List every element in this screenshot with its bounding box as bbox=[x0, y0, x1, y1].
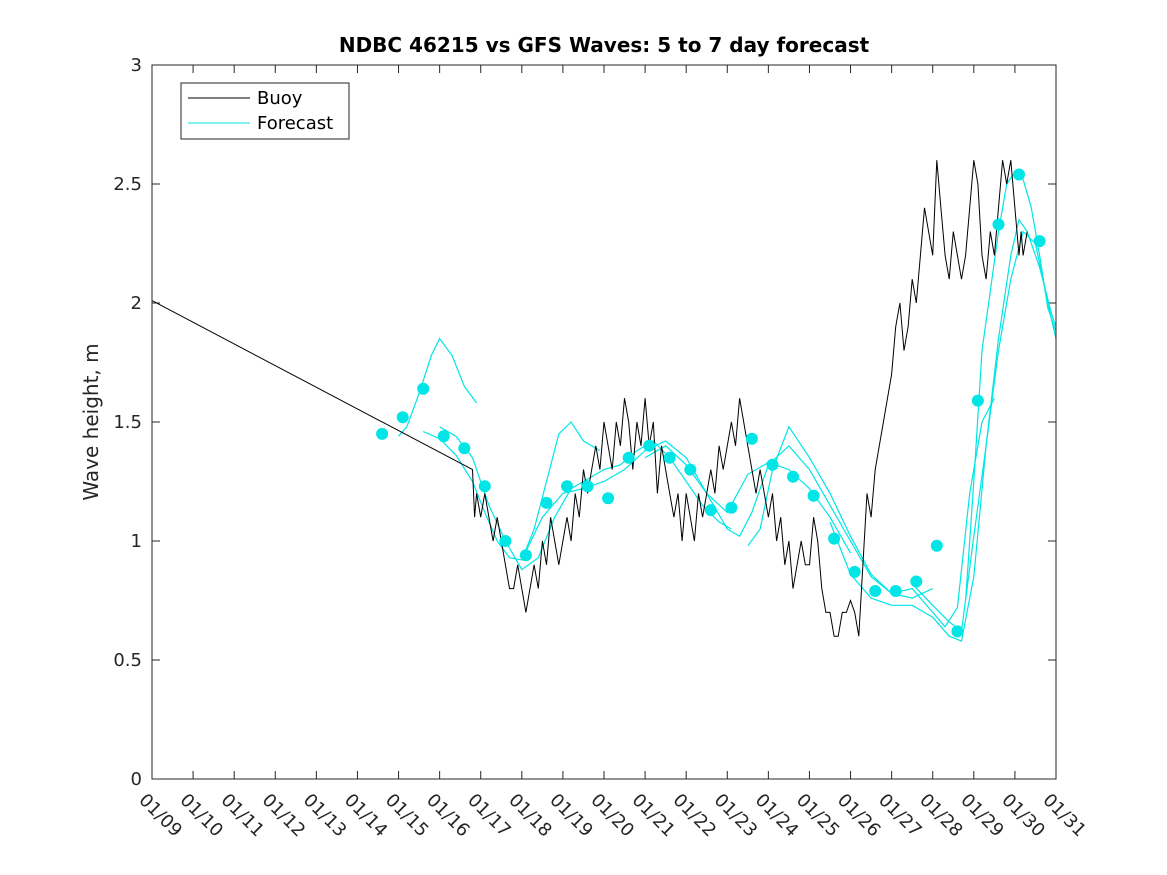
forecast-point bbox=[561, 480, 573, 493]
y-tick-label: 2.5 bbox=[113, 174, 142, 195]
chart-title: NDBC 46215 vs GFS Waves: 5 to 7 day fore… bbox=[339, 33, 870, 57]
forecast-line bbox=[965, 171, 1057, 601]
y-tick-label: 1.5 bbox=[113, 412, 142, 433]
forecast-point bbox=[704, 504, 717, 517]
forecast-line bbox=[644, 444, 933, 599]
y-tick-label: 0 bbox=[131, 769, 142, 790]
y-tick-label: 1 bbox=[131, 531, 142, 552]
forecast-line bbox=[439, 426, 732, 571]
forecast-point bbox=[766, 458, 779, 471]
forecast-point bbox=[1033, 235, 1046, 248]
forecast-point bbox=[540, 496, 553, 509]
legend-label-buoy: Buoy bbox=[257, 88, 303, 109]
forecast-point bbox=[828, 532, 841, 545]
forecast-point bbox=[458, 442, 471, 455]
forecast-point bbox=[725, 501, 738, 514]
forecast-point bbox=[684, 463, 697, 476]
forecast-point bbox=[848, 565, 861, 578]
forecast-point bbox=[376, 427, 389, 440]
forecast-point bbox=[519, 549, 532, 562]
forecast-point bbox=[787, 470, 799, 483]
forecast-point bbox=[992, 218, 1005, 231]
forecast-point bbox=[581, 480, 594, 493]
forecast-point bbox=[417, 382, 430, 395]
forecast-point bbox=[1013, 168, 1025, 181]
forecast-point bbox=[396, 411, 409, 424]
forecast-point bbox=[499, 535, 512, 547]
forecast-point bbox=[745, 432, 758, 445]
y-tick-label: 2 bbox=[131, 293, 142, 314]
buoy-line bbox=[151, 160, 1028, 637]
forecast-point bbox=[663, 451, 676, 464]
forecast-line bbox=[911, 218, 1057, 633]
forecast-point bbox=[930, 539, 943, 552]
y-axis-label: Wave height, m bbox=[79, 343, 103, 500]
forecast-point bbox=[437, 430, 450, 443]
forecast-point bbox=[869, 585, 882, 597]
plot-frame bbox=[151, 64, 1057, 780]
legend: Buoy Forecast bbox=[180, 82, 350, 140]
data-layer bbox=[151, 160, 1057, 642]
forecast-point bbox=[622, 451, 635, 464]
forecast-point bbox=[478, 480, 491, 493]
y-tick-label: 3 bbox=[131, 55, 142, 76]
forecast-point bbox=[643, 439, 656, 452]
forecast-point bbox=[951, 625, 964, 638]
legend-box bbox=[180, 82, 350, 140]
y-tick-label: 0.5 bbox=[113, 650, 142, 671]
forecast-point bbox=[889, 585, 902, 597]
forecast-point bbox=[602, 492, 615, 505]
legend-label-forecast: Forecast bbox=[257, 113, 333, 134]
forecast-line bbox=[398, 337, 478, 437]
forecast-point bbox=[807, 489, 820, 502]
forecast-point bbox=[971, 394, 984, 407]
forecast-line bbox=[747, 397, 995, 628]
forecast-point bbox=[910, 575, 923, 588]
